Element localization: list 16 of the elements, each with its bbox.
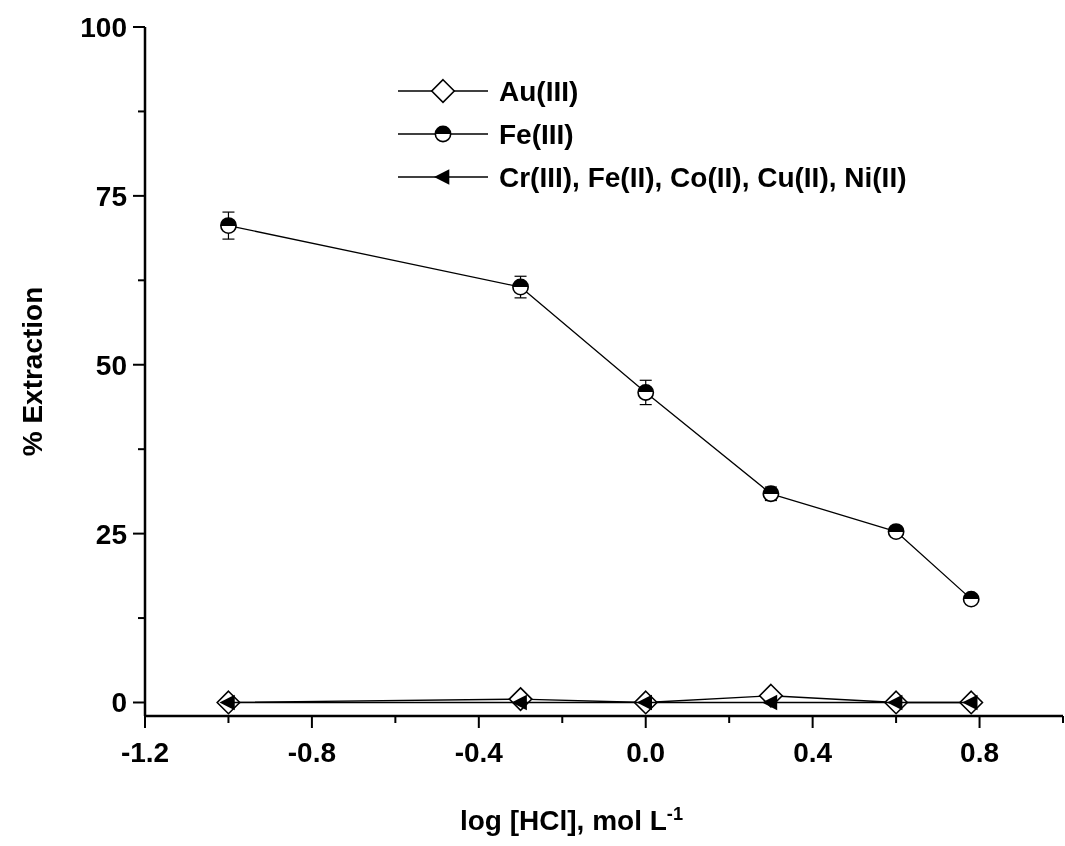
- y-tick-label: 75: [95, 180, 127, 212]
- x-tick-label: 0.8: [960, 737, 1000, 768]
- legend-label: Au(III): [499, 76, 579, 107]
- y-tick-label: 25: [95, 518, 127, 550]
- x-tick-label: -0.8: [287, 737, 337, 768]
- x-axis-title: log [HCl], mol L$^{-1}$: [459, 804, 684, 836]
- y-tick-label: 50: [95, 349, 127, 381]
- x-tick-label: 0.4: [793, 737, 833, 768]
- x-tick-label: -0.4: [454, 737, 504, 768]
- x-tick-label: -1.2: [120, 737, 170, 768]
- y-axis-title: % Extraction: [17, 286, 48, 457]
- legend-label: Fe(III): [499, 119, 574, 150]
- x-tick-label: 0.0: [626, 737, 666, 768]
- y-tick-label: 0: [111, 687, 127, 719]
- legend-label: Cr(III), Fe(II), Co(II), Cu(II), Ni(II): [499, 162, 907, 193]
- y-tick-label: 100: [80, 12, 127, 43]
